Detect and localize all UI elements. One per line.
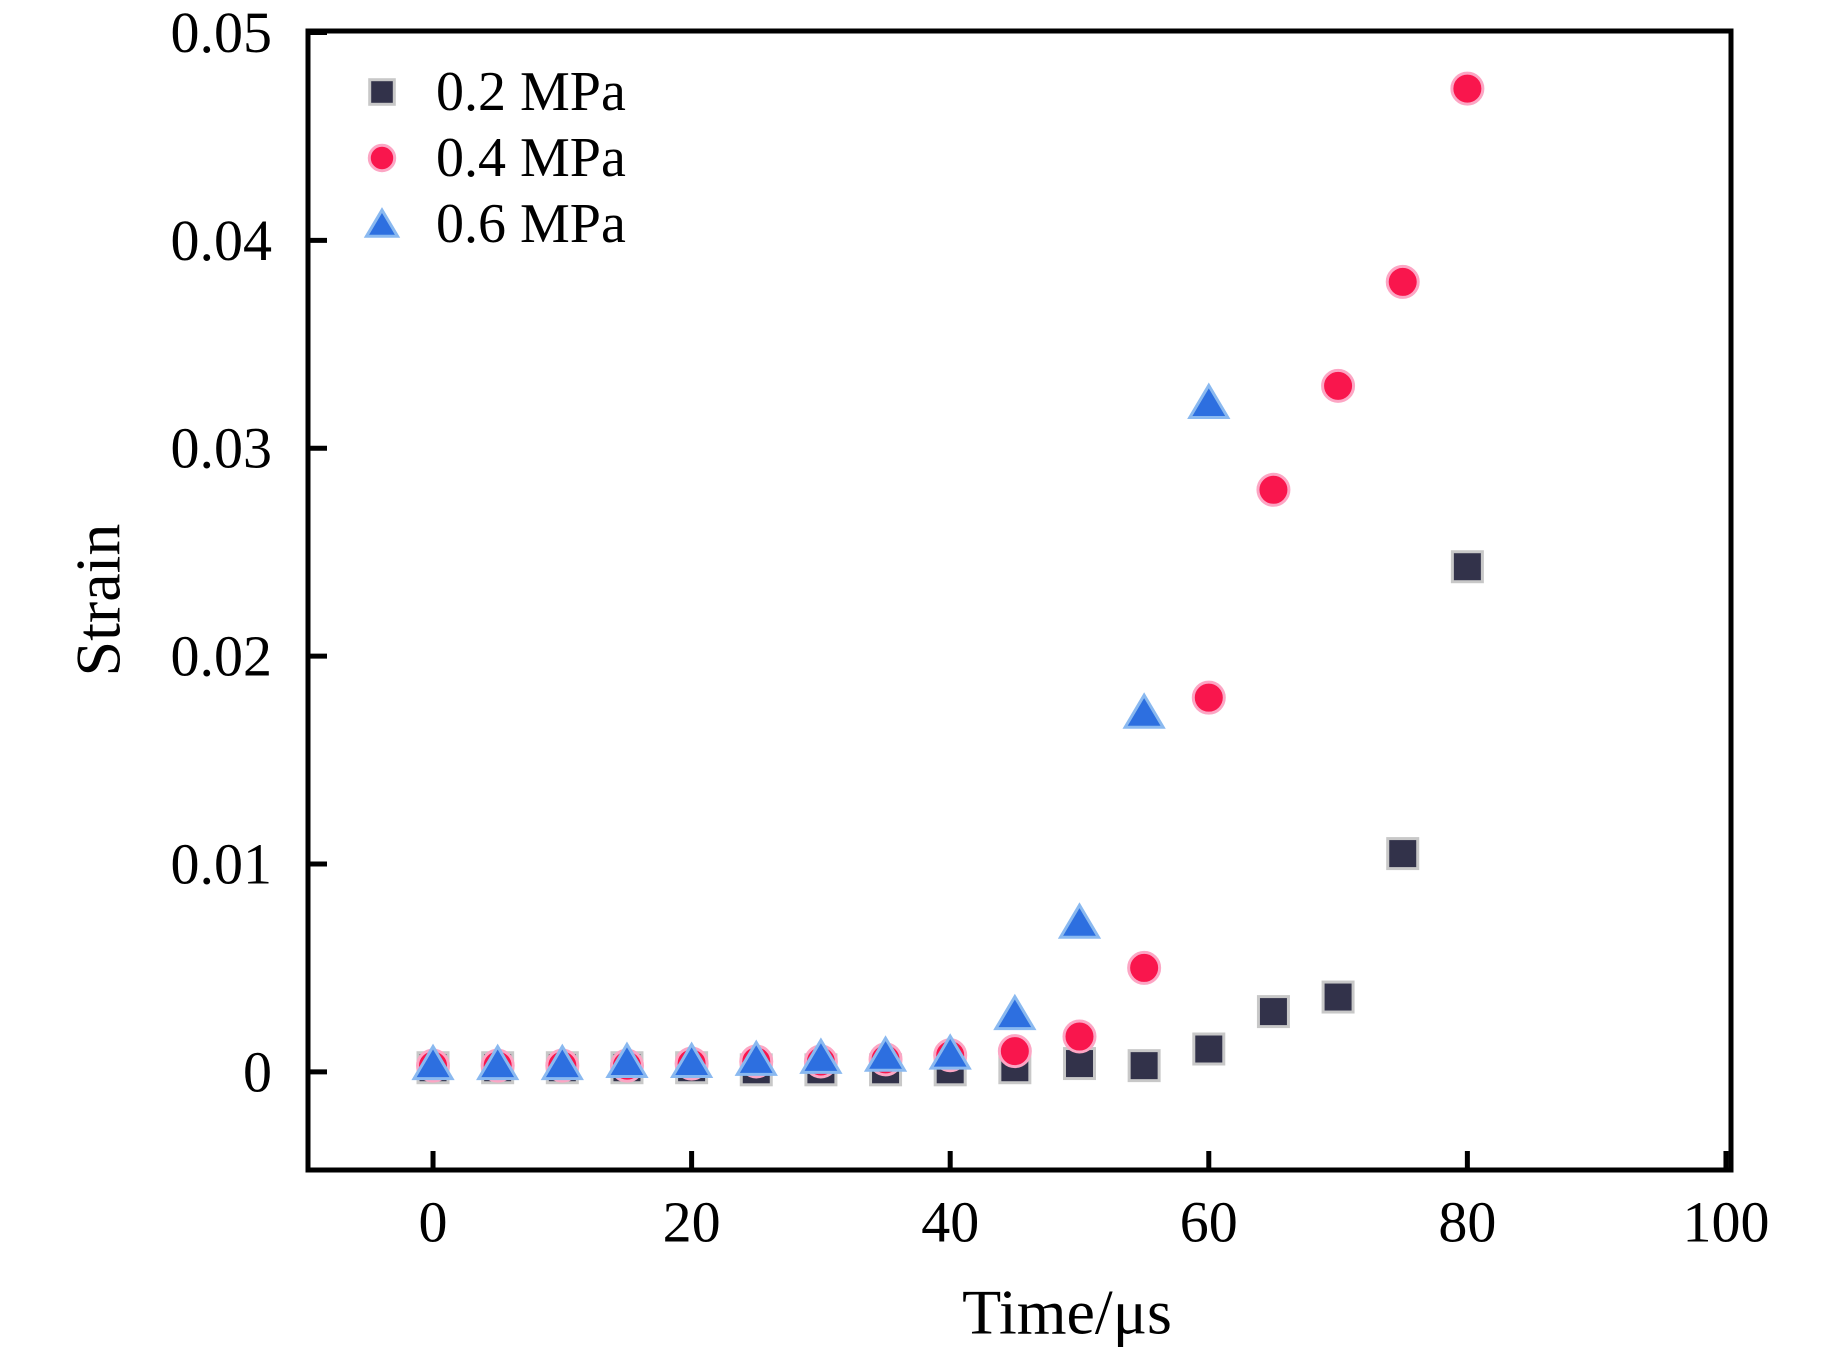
x-tick-label: 80 (1438, 1190, 1496, 1255)
scatter-point-circle (1385, 264, 1420, 299)
x-axis-label: Time/μs (962, 1277, 1172, 1348)
scatter-point-square (1192, 1032, 1226, 1066)
scatter-point-triangle (1057, 902, 1102, 939)
y-tick-label: 0.05 (171, 0, 273, 65)
scatter-point-triangle (799, 1037, 843, 1074)
legend-label: 0.4 MPa (436, 127, 626, 189)
scatter-point-square (368, 78, 396, 106)
scatter-point-triangle (363, 207, 401, 238)
scatter-point-square (1127, 1049, 1161, 1083)
plot-frame (305, 28, 1734, 1173)
scatter-point-circle (1256, 472, 1291, 507)
x-tick-label: 40 (921, 1190, 979, 1255)
scatter-point-triangle (605, 1041, 649, 1078)
x-tick-label: 20 (663, 1190, 721, 1255)
scatter-point-triangle (734, 1039, 778, 1076)
scatter-point-circle (1191, 680, 1226, 715)
scatter-point-triangle (411, 1043, 455, 1081)
x-tick-label: 0 (419, 1190, 448, 1255)
scatter-point-triangle (863, 1035, 908, 1072)
scatter-point-triangle (540, 1043, 584, 1081)
legend-label: 0.6 MPa (436, 193, 626, 255)
scatter-point-circle (997, 1034, 1032, 1069)
scatter-point-circle (1450, 71, 1485, 106)
legend-label: 0.2 MPa (436, 61, 626, 123)
x-tick-label: 100 (1682, 1190, 1769, 1255)
scatter-point-triangle (476, 1043, 520, 1081)
y-tick-label: 0.02 (171, 624, 273, 689)
scatter-point-square (1321, 980, 1355, 1014)
scatter-point-circle (1321, 368, 1356, 403)
y-tick-label: 0.04 (171, 208, 273, 273)
y-tick-label: 0.03 (171, 416, 273, 481)
scatter-point-triangle (993, 993, 1037, 1031)
scatter-point-triangle (928, 1033, 972, 1070)
y-axis-label: Strain (63, 524, 134, 677)
scatter-point-square (1256, 995, 1290, 1029)
scatter-point-circle (1062, 1019, 1097, 1054)
x-tick-label: 60 (1180, 1190, 1238, 1255)
scatter-point-triangle (1187, 382, 1231, 419)
scatter-point-triangle (669, 1041, 714, 1078)
y-tick-label: 0.01 (171, 831, 273, 896)
scatter-point-square (1386, 837, 1420, 871)
y-tick-label: 0 (243, 1039, 272, 1104)
scatter-point-circle (367, 143, 397, 173)
scatter-point-triangle (1122, 692, 1166, 729)
scatter-point-square (1450, 550, 1484, 584)
scatter-point-circle (1127, 950, 1162, 985)
